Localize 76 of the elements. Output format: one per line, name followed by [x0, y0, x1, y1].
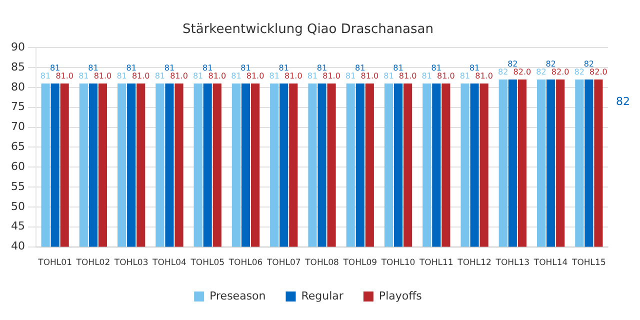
y-tick-label: 65 — [10, 140, 25, 154]
data-label: 81 — [422, 72, 432, 81]
data-label: 81.0 — [208, 72, 226, 81]
y-tick-label: 40 — [10, 240, 25, 253]
data-label: 82 — [574, 68, 584, 77]
data-label: 81 — [278, 64, 289, 73]
data-label: 81 — [240, 64, 251, 73]
text: 82 — [616, 94, 630, 108]
x-tick-label: TOHL14 — [532, 258, 568, 268]
x-tick-label: TOHL09 — [342, 258, 378, 268]
data-label: 81 — [202, 64, 213, 73]
data-label: 82 — [536, 68, 546, 77]
legend-label: Regular — [301, 289, 344, 302]
data-label: 81.0 — [246, 72, 264, 81]
x-tick-label: TOHL10 — [380, 258, 416, 268]
x-tick-label: TOHL02 — [75, 258, 110, 268]
chart-title: Stärkeentwicklung Qiao Draschanasan — [182, 22, 434, 38]
data-label: 81.0 — [437, 72, 455, 81]
data-label: 81.0 — [360, 72, 379, 81]
data-label: 81.0 — [322, 72, 340, 81]
legend-label: Playoffs — [378, 289, 422, 302]
data-label: 82.0 — [513, 68, 532, 77]
data-label: 81.0 — [94, 72, 112, 81]
y-tick-label: 60 — [10, 160, 25, 173]
data-label: 81 — [50, 64, 60, 73]
data-label: 81 — [460, 72, 470, 81]
x-tick-label: TOHL11 — [418, 258, 454, 268]
data-label: 81 — [192, 72, 204, 81]
data-label: 81.0 — [132, 72, 150, 81]
data-label: 81 — [116, 72, 127, 81]
x-tick-label: TOHL03 — [113, 258, 148, 268]
data-label: 82 — [508, 60, 518, 69]
data-label: 81.0 — [284, 72, 302, 81]
x-tick-label: TOHL05 — [190, 258, 225, 268]
x-tick-label: TOHL04 — [152, 258, 186, 268]
x-tick-label: TOHL15 — [571, 258, 606, 268]
data-label: 82.0 — [551, 68, 570, 77]
x-tick-label: TOHL07 — [266, 258, 301, 268]
data-label: 81 — [126, 64, 136, 73]
data-label: 81 — [269, 72, 280, 81]
data-label: 81 — [384, 72, 394, 81]
data-label: 82 — [584, 60, 594, 69]
data-label: 81 — [88, 64, 98, 73]
data-label: 81 — [355, 64, 366, 73]
data-label: 81 — [78, 72, 89, 81]
x-tick-label: TOHL06 — [228, 258, 263, 268]
data-label: 81 — [154, 72, 166, 81]
y-tick-label: 45 — [10, 220, 25, 233]
x-tick-label: TOHL01 — [37, 258, 72, 268]
y-tick-label: 80 — [10, 80, 25, 94]
y-tick-label: 50 — [10, 200, 25, 213]
data-label: 81 — [164, 64, 175, 73]
x-tick-label: TOHL08 — [304, 258, 339, 268]
data-label: 81 — [307, 72, 318, 81]
data-label: 81 — [40, 72, 51, 81]
x-tick-label: TOHL12 — [456, 258, 492, 268]
data-label: 82 — [546, 60, 556, 69]
y-tick-label: 70 — [10, 120, 25, 134]
data-label: 81 — [231, 72, 242, 81]
legend-label: Preseason — [210, 289, 266, 302]
data-label: 81 — [431, 64, 442, 73]
data-label: 81 — [393, 64, 404, 73]
y-tick-label: 90 — [10, 40, 25, 54]
data-label: 81.0 — [170, 72, 188, 81]
data-label: 81 — [469, 64, 480, 73]
data-label: 82.0 — [590, 68, 608, 77]
data-label: 81.0 — [475, 72, 493, 81]
y-tick-label: 85 — [10, 60, 25, 74]
data-label: 81 — [316, 64, 328, 73]
data-label: 81 — [346, 72, 356, 81]
y-tick-label: 55 — [10, 180, 25, 193]
data-label: 81.0 — [56, 72, 74, 81]
y-tick-label: 75 — [10, 100, 25, 114]
x-tick-label: TOHL13 — [494, 258, 530, 268]
data-label: 81.0 — [398, 72, 417, 81]
data-label: 82 — [498, 68, 508, 77]
